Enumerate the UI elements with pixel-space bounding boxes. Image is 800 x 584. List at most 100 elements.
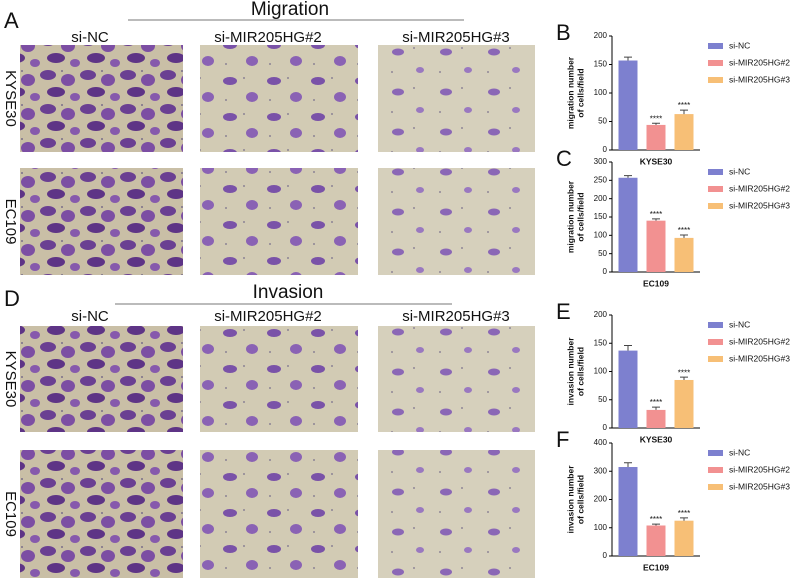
section-title: Invasion bbox=[253, 282, 324, 303]
x-axis-label: EC109 bbox=[643, 562, 669, 572]
bar bbox=[674, 379, 694, 428]
micrograph bbox=[378, 450, 535, 578]
micrograph bbox=[20, 45, 183, 152]
legend-swatch bbox=[708, 484, 723, 490]
y-tick-label: 400 bbox=[594, 438, 608, 447]
bar bbox=[618, 467, 638, 556]
legend-label: si-MIR205HG#3 bbox=[729, 481, 790, 491]
panel-letter: A bbox=[4, 8, 19, 33]
y-tick-label: 0 bbox=[603, 423, 608, 432]
legend-swatch bbox=[708, 322, 723, 328]
y-axis-label: invasion number bbox=[565, 465, 575, 534]
row-label: EC109 bbox=[2, 491, 19, 537]
x-axis-label: EC109 bbox=[643, 278, 669, 288]
micrograph bbox=[200, 326, 358, 432]
y-tick-label: 50 bbox=[598, 117, 607, 126]
y-tick-label: 200 bbox=[594, 31, 608, 40]
y-tick-label: 150 bbox=[594, 338, 608, 347]
micrographs bbox=[20, 45, 535, 578]
column-label: si-MIR205HG#3 bbox=[402, 29, 510, 46]
significance-label: **** bbox=[650, 515, 662, 524]
row-label: KYSE30 bbox=[2, 351, 19, 408]
significance-label: **** bbox=[678, 101, 690, 110]
legend-swatch bbox=[708, 356, 723, 362]
micrograph bbox=[20, 168, 183, 275]
bar bbox=[674, 114, 694, 150]
legend-label: si-MIR205HG#3 bbox=[729, 74, 790, 84]
column-label: si-NC bbox=[71, 308, 109, 325]
y-axis-label: of cells/field bbox=[575, 68, 585, 117]
legend-swatch bbox=[708, 77, 723, 83]
panel-letter: D bbox=[4, 286, 20, 311]
legend-label: si-MIR205HG#3 bbox=[729, 200, 790, 210]
section-title: Migration bbox=[251, 0, 329, 20]
micrograph bbox=[378, 326, 535, 432]
y-tick-label: 150 bbox=[594, 60, 608, 69]
y-tick-label: 300 bbox=[594, 466, 608, 475]
error-bar bbox=[652, 406, 660, 410]
error-bar bbox=[680, 234, 688, 238]
significance-label: **** bbox=[650, 114, 662, 123]
legend-label: si-MIR205HG#3 bbox=[729, 353, 790, 363]
y-axis-label: migration number bbox=[565, 56, 575, 129]
bar bbox=[618, 177, 638, 272]
y-tick-label: 50 bbox=[598, 249, 607, 258]
error-bar bbox=[680, 109, 688, 115]
legend-label: si-MIR205HG#2 bbox=[729, 464, 790, 474]
panel-letter: F bbox=[556, 427, 569, 452]
micrograph bbox=[20, 450, 183, 578]
legend-swatch bbox=[708, 60, 723, 66]
bar bbox=[674, 237, 694, 272]
y-tick-label: 200 bbox=[594, 495, 608, 504]
panel-letter: B bbox=[556, 20, 571, 45]
significance-label: **** bbox=[678, 368, 690, 377]
micrograph bbox=[378, 45, 535, 152]
y-axis-label: migration number bbox=[565, 180, 575, 253]
legend-label: si-NC bbox=[729, 40, 750, 50]
legend-label: si-NC bbox=[729, 447, 750, 457]
legend-swatch bbox=[708, 467, 723, 473]
micrograph bbox=[20, 326, 183, 432]
legend-label: si-MIR205HG#2 bbox=[729, 336, 790, 346]
error-bar bbox=[624, 175, 632, 178]
error-bar bbox=[652, 523, 660, 526]
legend-swatch bbox=[708, 339, 723, 345]
panel-letter: C bbox=[556, 146, 572, 171]
y-tick-label: 200 bbox=[594, 194, 608, 203]
error-bar bbox=[680, 517, 688, 521]
column-label: si-NC bbox=[71, 29, 109, 46]
legend-swatch bbox=[708, 43, 723, 49]
significance-label: **** bbox=[650, 398, 662, 407]
bar bbox=[618, 60, 638, 151]
legend-label: si-MIR205HG#2 bbox=[729, 183, 790, 193]
y-tick-label: 200 bbox=[594, 310, 608, 319]
legend-label: si-NC bbox=[729, 166, 750, 176]
error-bar bbox=[680, 376, 688, 380]
significance-label: **** bbox=[678, 509, 690, 518]
y-tick-label: 50 bbox=[598, 395, 607, 404]
y-tick-label: 0 bbox=[603, 145, 608, 154]
row-label: KYSE30 bbox=[2, 70, 19, 127]
bar bbox=[646, 220, 666, 272]
bar bbox=[646, 409, 666, 428]
y-axis-label: of cells/field bbox=[575, 347, 585, 396]
y-axis-label: invasion number bbox=[565, 337, 575, 406]
y-tick-label: 100 bbox=[594, 88, 608, 97]
legend-swatch bbox=[708, 450, 723, 456]
y-tick-label: 100 bbox=[594, 523, 608, 532]
micrograph bbox=[200, 450, 358, 578]
y-tick-label: 0 bbox=[603, 551, 608, 560]
significance-label: **** bbox=[650, 210, 662, 219]
y-tick-label: 250 bbox=[594, 175, 608, 184]
micrograph bbox=[200, 45, 358, 152]
column-label: si-MIR205HG#2 bbox=[214, 29, 322, 46]
bar bbox=[646, 124, 666, 150]
column-label: si-MIR205HG#3 bbox=[402, 308, 510, 325]
error-bar bbox=[624, 56, 632, 61]
micrograph bbox=[378, 168, 535, 275]
row-label: EC109 bbox=[2, 199, 19, 245]
x-axis-label: KYSE30 bbox=[640, 156, 673, 166]
panel-letter: E bbox=[556, 299, 571, 324]
y-tick-label: 100 bbox=[594, 367, 608, 376]
